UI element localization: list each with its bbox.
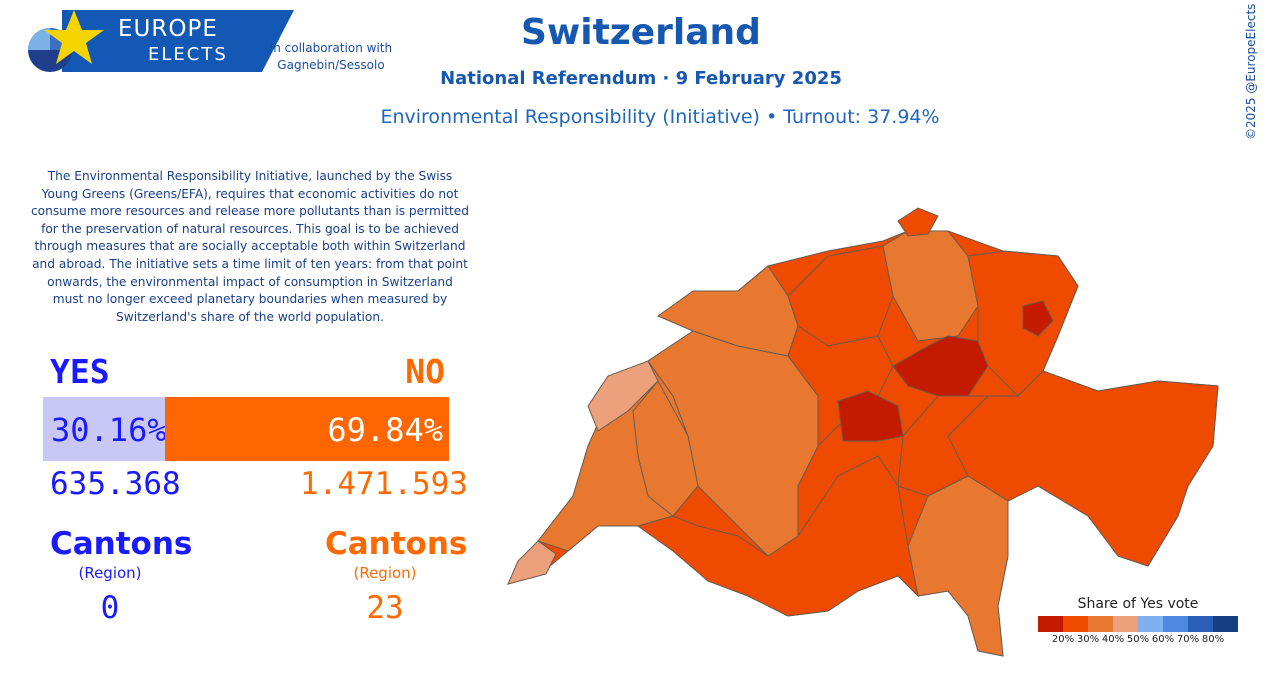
map-legend: Share of Yes vote 20% 30% 40% 50% 60% 70% 80% bbox=[1038, 596, 1238, 650]
no-bar-segment: 69.84% bbox=[165, 397, 449, 461]
no-cantons-sublabel: (Region) bbox=[353, 564, 417, 582]
no-cantons: Cantons (Region) 23 bbox=[325, 526, 468, 626]
legend-title: Share of Yes vote bbox=[1077, 596, 1199, 612]
legend-swatch bbox=[1038, 616, 1063, 632]
legend-ticks: 20% 30% 40% 50% 60% 70% 80% bbox=[1038, 634, 1238, 650]
legend-swatch bbox=[1213, 616, 1238, 632]
page-subtitle: National Referendum · 9 February 2025 bbox=[440, 68, 842, 89]
legend-tick-label: 80% bbox=[1201, 634, 1225, 645]
legend-swatch bbox=[1163, 616, 1188, 632]
referendum-measure: Environmental Responsibility (Initiative… bbox=[380, 106, 940, 128]
legend-tick-label: 20% bbox=[1051, 634, 1075, 645]
yes-percent: 30.16% bbox=[51, 411, 167, 449]
canton-geneva bbox=[507, 540, 557, 585]
canton-schaffhausen bbox=[897, 207, 939, 237]
logo-graphic bbox=[28, 10, 294, 72]
yes-votes: 635.368 bbox=[50, 466, 181, 502]
initiative-description: The Environmental Responsibility Initiat… bbox=[30, 169, 470, 324]
no-percent: 69.84% bbox=[327, 411, 443, 449]
no-votes: 1.471.593 bbox=[300, 466, 468, 502]
canton-valais bbox=[636, 455, 919, 617]
legend-tick-label: 40% bbox=[1101, 634, 1125, 645]
result-bar: 30.16% 69.84% bbox=[43, 397, 449, 461]
legend-swatch bbox=[1088, 616, 1113, 632]
legend-tick-label: 30% bbox=[1076, 634, 1100, 645]
legend-swatch bbox=[1138, 616, 1163, 632]
legend-tick-label: 70% bbox=[1176, 634, 1200, 645]
no-label: NO bbox=[405, 352, 445, 391]
yes-cantons-sublabel: (Region) bbox=[78, 564, 142, 582]
switzerland-map bbox=[506, 207, 1219, 657]
legend-swatch bbox=[1188, 616, 1213, 632]
yes-cantons: Cantons (Region) 0 bbox=[50, 526, 193, 626]
yes-label: YES bbox=[50, 352, 110, 391]
canton-appenzell bbox=[1022, 300, 1054, 337]
legend-swatch bbox=[1113, 616, 1138, 632]
legend-swatch bbox=[1063, 616, 1088, 632]
yes-cantons-label: Cantons bbox=[50, 526, 193, 562]
copyright-note: ©2025 @EuropeElects bbox=[1244, 3, 1258, 140]
canton-fribourg bbox=[632, 380, 699, 517]
no-cantons-label: Cantons bbox=[325, 526, 468, 562]
europe-elects-logo: EUROPE ELECTS bbox=[22, 10, 294, 74]
legend-tick-label: 50% bbox=[1126, 634, 1150, 645]
logo-text-europe: EUROPE bbox=[118, 16, 218, 42]
legend-swatches bbox=[1038, 616, 1238, 632]
yes-bar-segment: 30.16% bbox=[43, 397, 167, 461]
logo-text-elects: ELECTS bbox=[148, 44, 228, 65]
no-cantons-count: 23 bbox=[366, 590, 404, 626]
page-title: Switzerland bbox=[521, 12, 761, 53]
legend-tick-label: 60% bbox=[1151, 634, 1175, 645]
collaboration-note: in collaboration with Gagnebin/Sessolo bbox=[269, 41, 393, 72]
yes-cantons-count: 0 bbox=[100, 590, 120, 626]
canton-uri bbox=[897, 395, 990, 497]
